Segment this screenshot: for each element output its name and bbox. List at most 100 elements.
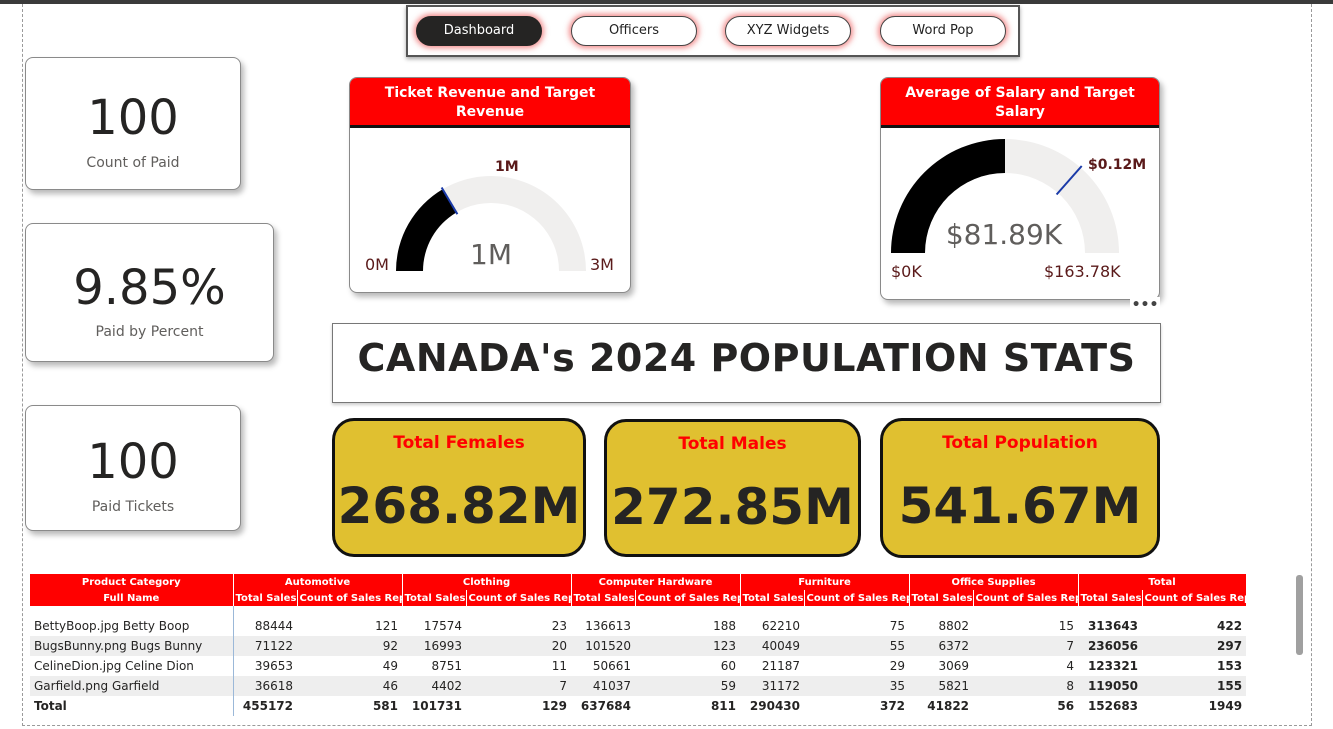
column-header-category[interactable]: Office Supplies (909, 574, 1079, 590)
table-cell: 637684 (580, 699, 631, 713)
table-cell: 6372 (909, 636, 974, 656)
table-row[interactable]: CelineDion.jpg Celine Dion 39653 49 8751 11 5… (30, 656, 1246, 676)
kpi-paid-by-percent[interactable]: 9.85% Paid by Percent (25, 223, 274, 362)
row-name: BettyBoop.jpg Betty Boop (30, 616, 234, 636)
row-header-full-name[interactable]: Full Name (30, 590, 234, 606)
column-header-category[interactable]: Computer Hardware (571, 574, 741, 590)
table-cell: 7 (973, 636, 1079, 656)
table-cell: 313643 (1087, 619, 1139, 633)
table-cell: 123 (635, 636, 741, 656)
table-row[interactable]: BettyBoop.jpg Betty Boop 88444 121 17574 23 1… (30, 616, 1246, 636)
row-name: CelineDion.jpg Celine Dion (30, 656, 234, 676)
kpi-value: 9.85% (73, 260, 226, 316)
kpi-label: Paid Tickets (91, 499, 175, 515)
table-cell: 49 (382, 659, 398, 673)
column-header-category[interactable]: Automotive (233, 574, 403, 590)
table-cell: 62210 (761, 619, 801, 633)
column-header-measure[interactable]: Total Sales (909, 590, 974, 606)
table-cell: 41037 (571, 676, 635, 696)
vertical-scrollbar[interactable] (1296, 575, 1303, 655)
table-cell: 11 (551, 659, 567, 673)
ticket-revenue-gauge-card[interactable]: 0M 3M 1M 1M Ticket Revenue and Target Re… (349, 77, 631, 293)
column-header-measure[interactable]: Count of Sales Rep (1142, 590, 1247, 606)
column-header-measure[interactable]: Total Sales (233, 590, 298, 606)
table-cell: 29 (889, 659, 906, 673)
table-cell: 16993 (402, 636, 466, 656)
table-cell: 17574 (423, 619, 462, 633)
row-header-product-category[interactable]: Product Category (30, 574, 234, 590)
gauge-title: Ticket Revenue and Target Revenue (350, 78, 630, 128)
column-header-measure[interactable]: Count of Sales Rep (973, 590, 1079, 606)
gauge-target-label: 1M (495, 159, 519, 175)
report-canvas (22, 4, 1312, 726)
table-cell: 8 (973, 676, 1079, 696)
column-header-measure[interactable]: Total Sales (571, 590, 636, 606)
table-cell: 581 (372, 699, 398, 713)
category-header-row: Product Category Automotive Clothing Com… (30, 574, 1247, 590)
table-cell: 20 (466, 636, 571, 656)
column-header-measure[interactable]: Total Sales (740, 590, 805, 606)
nav-officers-button[interactable]: Officers (571, 16, 697, 46)
card-value: 272.85M (611, 478, 854, 536)
card-value: 268.82M (337, 477, 581, 535)
table-cell: 92 (297, 636, 402, 656)
column-header-measure[interactable]: Count of Sales Rep (297, 590, 403, 606)
column-header-measure[interactable]: Count of Sales Rep (466, 590, 572, 606)
table-cell: 3069 (938, 659, 970, 673)
table-cell: 75 (889, 619, 906, 633)
kpi-value: 100 (87, 434, 179, 490)
column-header-measure[interactable]: Total Sales (1078, 590, 1143, 606)
table-row[interactable]: BugsBunny.png Bugs Bunny 71122 92 16993 20 10… (30, 636, 1247, 656)
nav-dashboard-button[interactable]: Dashboard (416, 16, 542, 46)
sales-matrix[interactable]: Product Category Automotive Clothing Com… (30, 574, 1247, 716)
total-females-card[interactable]: Total Females 268.82M (332, 418, 586, 557)
nav-word-pop-button[interactable]: Word Pop (880, 16, 1006, 46)
table-cell: 152683 (1087, 699, 1139, 713)
column-header-measure[interactable]: Count of Sales Rep (635, 590, 741, 606)
table-row[interactable]: Garfield.png Garfield 36618 46 4402 7 41037 59… (30, 676, 1247, 696)
page-title: CANADA's 2024 POPULATION STATS (357, 336, 1136, 380)
total-population-card[interactable]: Total Population 541.67M (880, 418, 1160, 558)
table-cell: 372 (879, 699, 906, 713)
column-header-measure[interactable]: Total Sales (402, 590, 467, 606)
table-cell: 4 (1066, 659, 1075, 673)
table-cell: 23 (551, 619, 567, 633)
gauge-value-label: 1M (470, 238, 512, 271)
column-header-category[interactable]: Total (1078, 574, 1247, 590)
window-top-border (0, 0, 1333, 4)
table-cell: 31172 (740, 676, 805, 696)
gauge-min-label: 0M (365, 255, 389, 274)
table-cell: 4402 (402, 676, 466, 696)
table-cell: 153 (1217, 659, 1243, 673)
table-cell: 15 (1058, 619, 1075, 633)
total-males-card[interactable]: Total Males 272.85M (604, 419, 861, 557)
gauge-value-arc (891, 139, 1005, 253)
page-navigator: Dashboard Officers XYZ Widgets Word Pop (406, 5, 1020, 57)
kpi-paid-tickets[interactable]: 100 Paid Tickets (25, 405, 241, 531)
table-cell: 129 (541, 699, 567, 713)
salary-gauge-card[interactable]: $0K $163.78K $0.12M $81.89K Average of S… (880, 77, 1160, 300)
more-options-icon[interactable]: ••• (1130, 297, 1160, 317)
nav-xyz-widgets-button[interactable]: XYZ Widgets (725, 16, 851, 46)
column-header-measure[interactable]: Count of Sales Rep (804, 590, 910, 606)
table-cell: 35 (804, 676, 910, 696)
column-header-category[interactable]: Clothing (402, 574, 572, 590)
table-cell: 59 (635, 676, 741, 696)
total-row[interactable]: Total 455172 581 101731 129 637684 811 290430 37… (30, 696, 1246, 716)
table-cell: 88444 (254, 619, 293, 633)
kpi-count-of-paid[interactable]: 100 Count of Paid (25, 57, 241, 190)
gauge-value-arc (396, 189, 457, 271)
table-cell: 123321 (1087, 659, 1139, 673)
table-cell: 56 (1057, 699, 1075, 713)
table-cell: 811 (710, 699, 737, 713)
table-cell: 236056 (1078, 636, 1143, 656)
table-cell: 297 (1142, 636, 1247, 656)
title-textbox: CANADA's 2024 POPULATION STATS (332, 323, 1161, 403)
table-cell: 290430 (749, 699, 801, 713)
table-cell: 1949 (1208, 699, 1243, 713)
column-header-category[interactable]: Furniture (740, 574, 910, 590)
table-cell: 46 (297, 676, 402, 696)
kpi-value: 100 (87, 90, 179, 146)
table-cell: 21187 (761, 659, 801, 673)
table-cell: 50661 (592, 659, 631, 673)
